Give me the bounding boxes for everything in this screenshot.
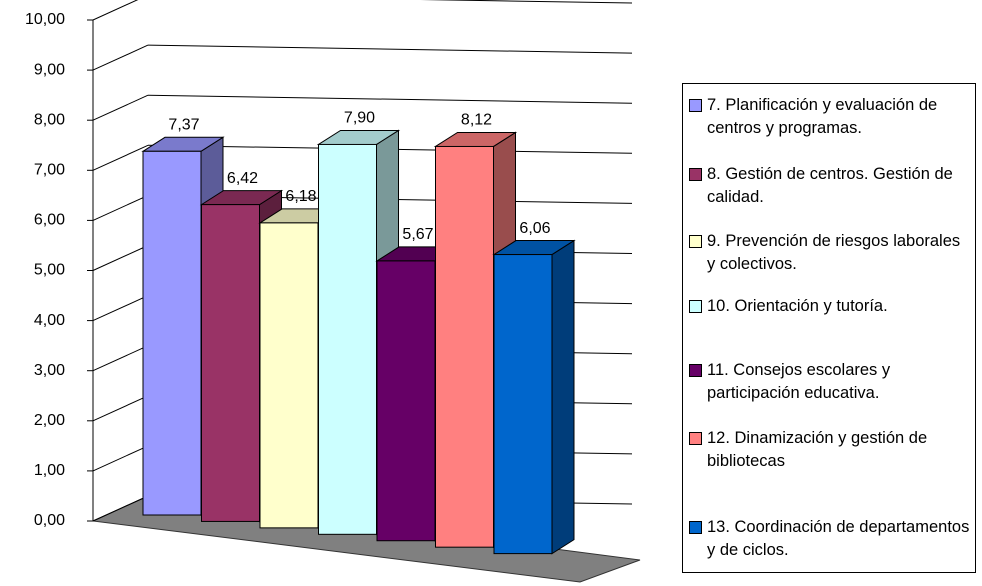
grid-line [92,94,149,121]
y-tick-label: 6,00 [34,212,65,229]
y-tick-label: 10,00 [25,11,65,28]
grid-line [420,0,633,4]
bar [435,145,494,548]
legend-swatch [689,364,702,377]
grid-line [147,94,633,104]
y-tick-label: 7,00 [34,162,65,179]
legend-swatch [689,168,702,181]
legend-label: 13. Coordinación de departamentos y de c… [707,518,970,559]
bar [142,150,202,516]
grid-line [92,295,149,322]
legend-label: 7. Planificación y evaluación de centros… [707,96,938,137]
data-label: 7,37 [168,117,199,134]
data-label: 6,42 [227,170,258,187]
y-tick-label: 2,00 [34,412,65,429]
data-label: 8,12 [461,112,492,129]
data-label: 5,67 [402,226,433,243]
y-tick-label: 1,00 [34,462,65,479]
bar-side [551,239,575,555]
legend-swatch [689,235,702,248]
legend-item: 10. Orientación y tutoría. [689,295,971,318]
grid-line [92,194,149,221]
y-tick-label: 5,00 [34,262,65,279]
data-label: 6,18 [285,188,316,205]
y-tick-label: 8,00 [34,111,65,128]
data-label: 6,06 [519,220,550,237]
legend-item: 9. Prevención de riesgos laborales y col… [689,230,971,276]
legend-item: 12. Dinamización y gestión de biblioteca… [689,427,971,473]
bar [259,222,319,529]
grid-line [92,395,149,422]
grid-line [92,345,149,372]
legend-label: 12. Dinamización y gestión de biblioteca… [707,429,928,470]
legend-swatch [689,300,702,313]
legend-item: 13. Coordinación de departamentos y de c… [689,516,971,562]
bar [376,260,436,542]
legend-label: 8. Gestión de centros. Gestión de calida… [707,165,953,206]
bar [318,143,377,535]
grid-line [92,0,139,21]
grid-line [92,44,149,71]
legend-label: 11. Consejos escolares y participación e… [707,361,891,402]
legend-label: 9. Prevención de riesgos laborales y col… [707,232,961,273]
legend: 7. Planificación y evaluación de centros… [682,83,976,573]
y-tick-label: 9,00 [34,61,65,78]
legend-item: 11. Consejos escolares y participación e… [689,359,971,405]
y-tick-label: 3,00 [34,362,65,379]
data-label: 7,90 [344,110,375,127]
y-tick-label: 4,00 [34,312,65,329]
legend-item: 7. Planificación y evaluación de centros… [689,94,971,140]
y-tick-label: 0,00 [34,512,65,529]
grid-line [92,144,149,171]
legend-swatch [689,521,702,534]
grid-line [147,44,633,54]
legend-label: 10. Orientación y tutoría. [707,297,888,315]
bar [493,254,553,555]
grid-line [92,445,149,472]
grid-line [92,245,149,271]
chart: 0,00 1,00 2,00 3,00 4,00 5,00 6,00 7,00 8,00 9,00… [25,0,641,583]
grid-line [92,495,149,522]
legend-item: 8. Gestión de centros. Gestión de calida… [689,163,971,209]
bar [201,204,260,522]
legend-swatch [689,99,702,112]
legend-swatch [689,432,702,445]
